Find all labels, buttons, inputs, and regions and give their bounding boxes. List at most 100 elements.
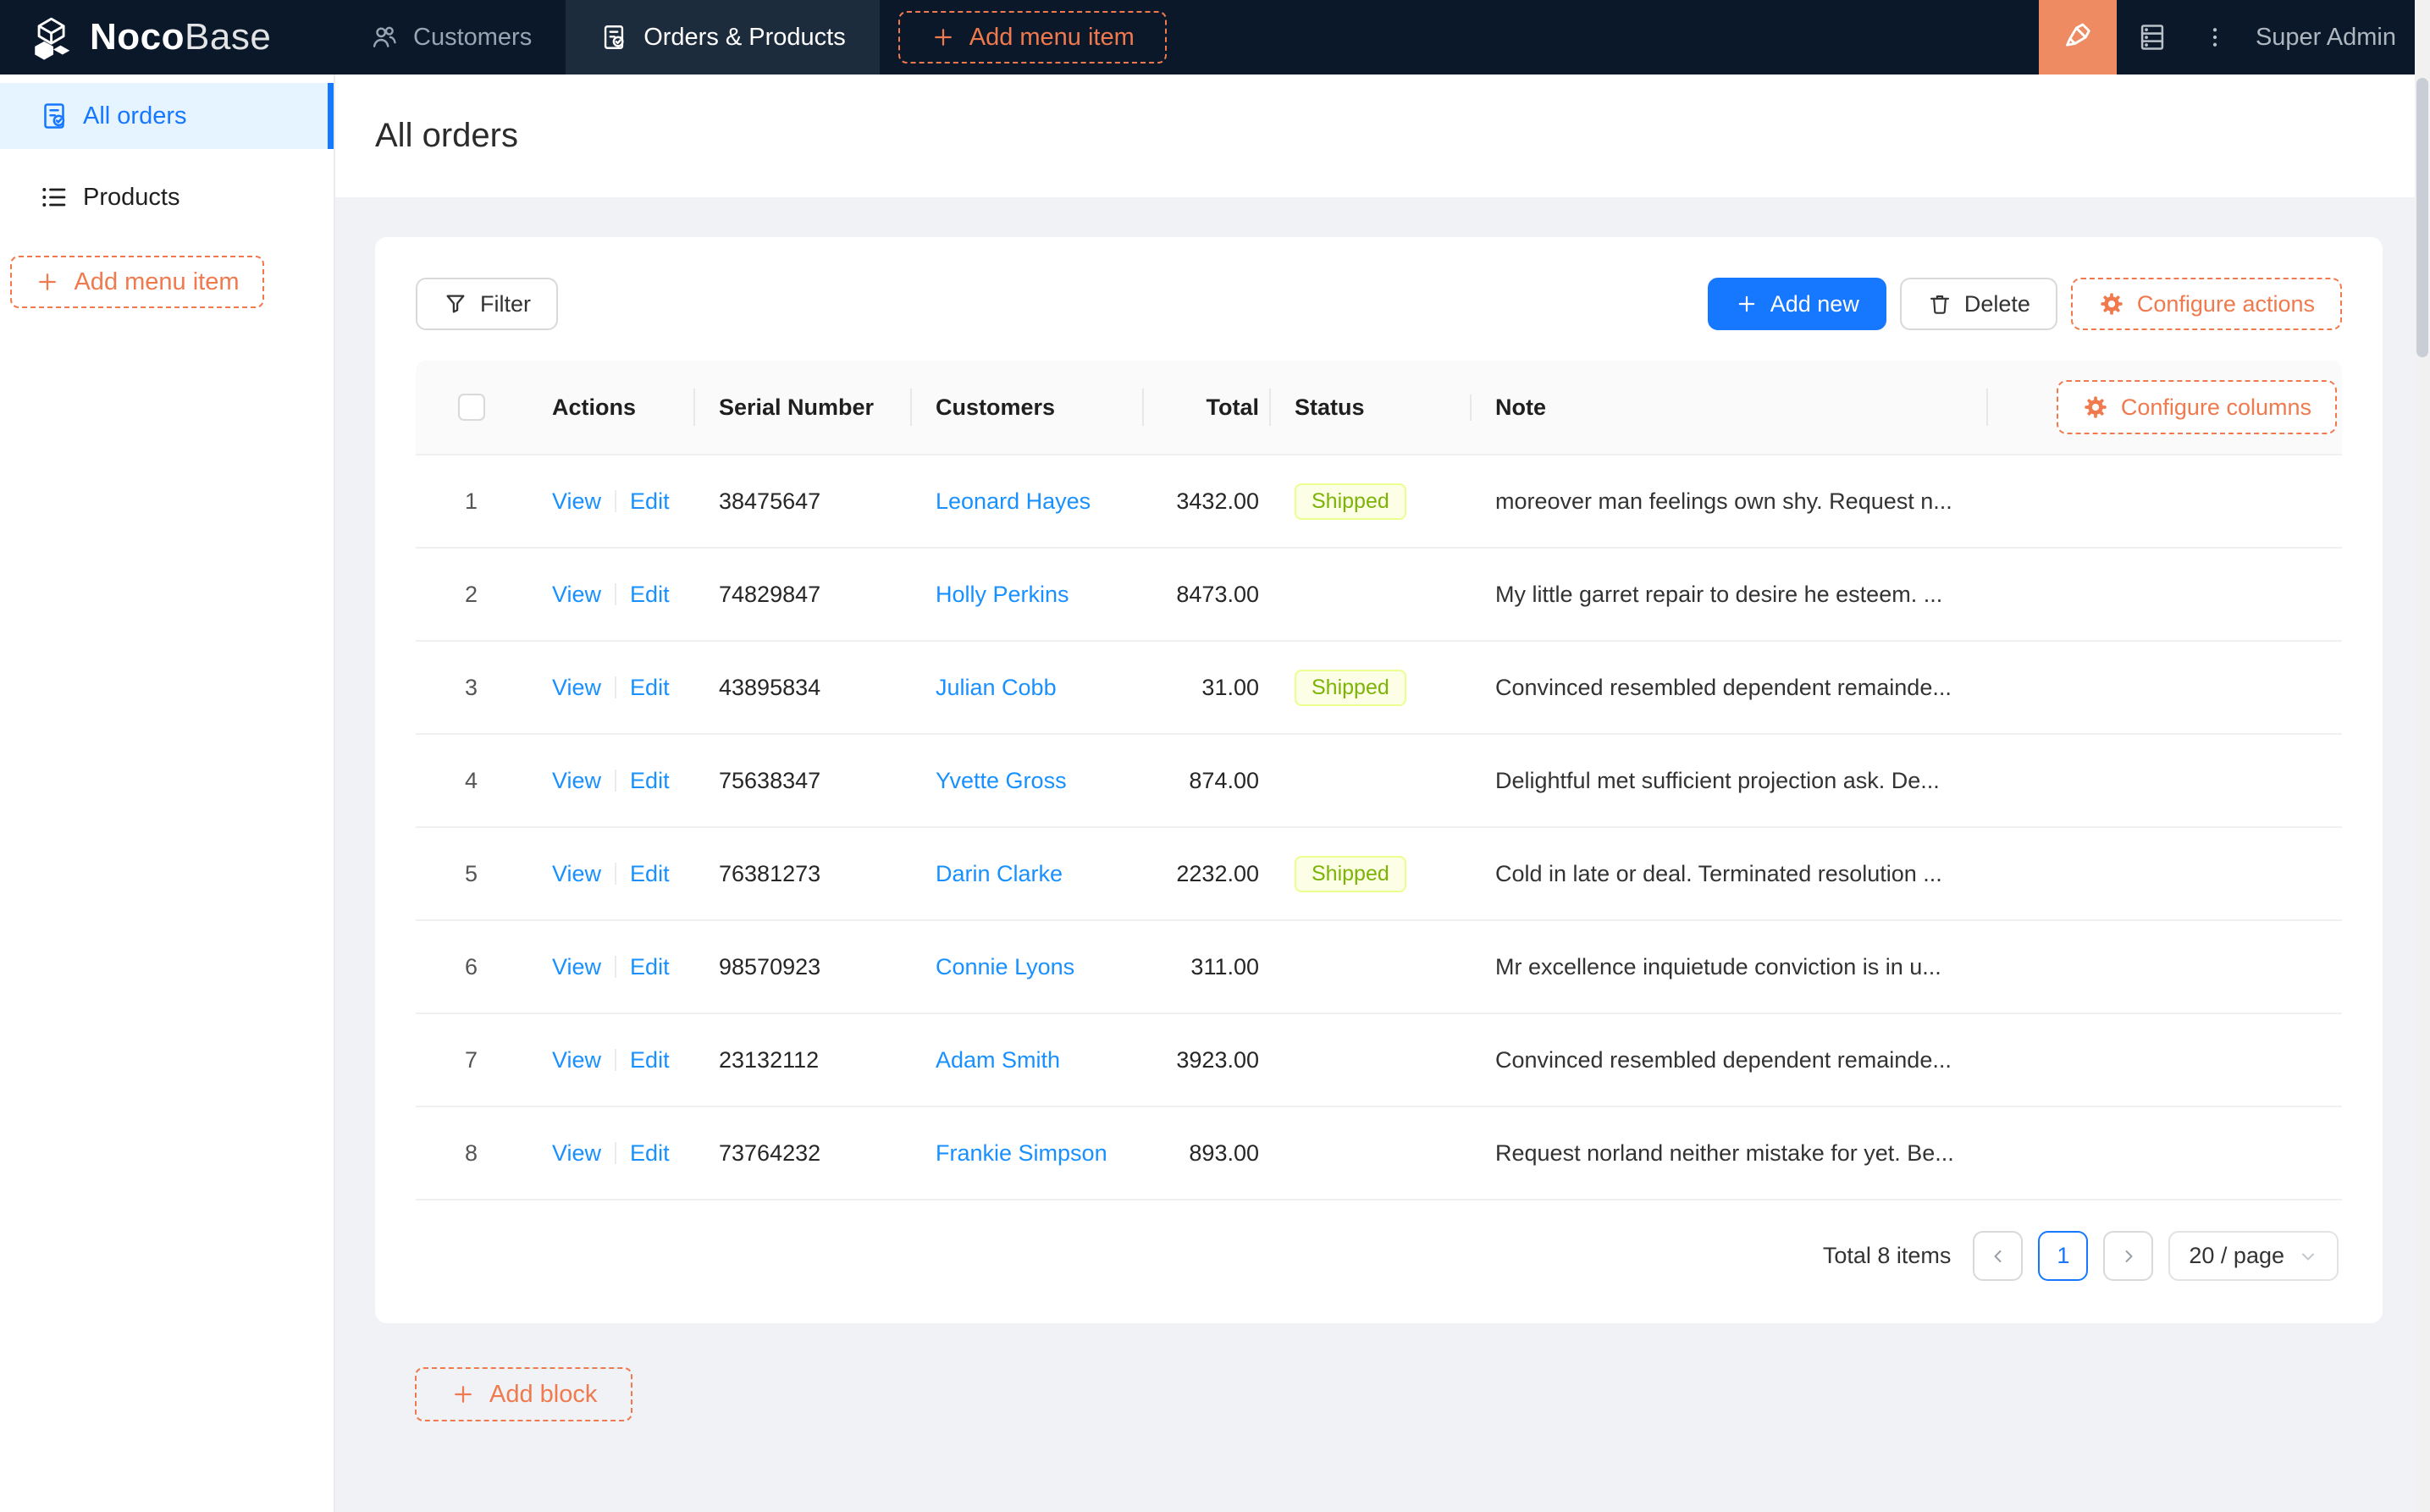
chevron-left-icon [1988, 1246, 2008, 1266]
app-header: NocoBase Customers [0, 0, 2430, 74]
table-toolbar: Filter Add new [416, 278, 2342, 330]
orders-table-block: Filter Add new [375, 237, 2383, 1323]
note-text: Request norland neither mistake for yet.… [1495, 1140, 1954, 1166]
add-menu-item-button-top[interactable]: Add menu item [897, 11, 1167, 63]
filter-label: Filter [480, 290, 531, 317]
page-size-select[interactable]: 20 / page [2168, 1231, 2339, 1281]
list-icon [39, 182, 69, 212]
note-cell: Cold in late or deal. Terminated resolut… [1470, 861, 2342, 887]
edit-link[interactable]: Edit [630, 488, 670, 514]
note-cell: Convinced resembled dependent remainde..… [1470, 675, 2342, 701]
view-link[interactable]: View [552, 1140, 602, 1166]
scrollbar[interactable] [2415, 0, 2430, 1512]
cube-logo-icon [29, 13, 78, 62]
total-cell: 8473.00 [1176, 581, 1259, 607]
status-badge: Shipped [1295, 855, 1406, 892]
view-link[interactable]: View [552, 860, 602, 886]
table-row: 8 View Edit 73764232 Frankie Simpson 893… [416, 1107, 2342, 1200]
row-index: 8 [464, 1140, 478, 1166]
note-cell: Convinced resembled dependent remainde..… [1470, 1047, 2342, 1073]
row-actions-cell: View Edit [527, 861, 693, 887]
status-badge: Shipped [1295, 483, 1406, 520]
view-link[interactable]: View [552, 488, 602, 514]
row-actions-cell: View Edit [527, 488, 693, 515]
more-menu-button[interactable] [2188, 0, 2242, 74]
customer-link[interactable]: Frankie Simpson [936, 1140, 1107, 1166]
customer-link[interactable]: Leonard Hayes [936, 488, 1091, 514]
edit-link[interactable]: Edit [630, 953, 670, 979]
row-actions-cell: View Edit [527, 954, 693, 980]
note-text: Delightful met sufficient projection ask… [1495, 767, 1940, 793]
tab-orders-products[interactable]: Orders & Products [566, 0, 880, 74]
pagination-total: Total 8 items [1822, 1243, 1952, 1268]
select-all-checkbox[interactable] [457, 394, 485, 421]
note-cell: Request norland neither mistake for yet.… [1470, 1140, 2342, 1167]
view-link[interactable]: View [552, 953, 602, 979]
serial-number-cell: 23132112 [719, 1046, 820, 1073]
highlighter-icon [2061, 20, 2095, 54]
view-link[interactable]: View [552, 767, 602, 793]
edit-link[interactable]: Edit [630, 767, 670, 793]
row-actions-cell: View Edit [527, 582, 693, 608]
edit-link[interactable]: Edit [630, 674, 670, 700]
note-text: Convinced resembled dependent remainde..… [1495, 674, 1952, 700]
status-cell: Shipped [1269, 855, 1470, 892]
page-content: Filter Add new [335, 197, 2430, 1512]
customer-link[interactable]: Holly Perkins [936, 581, 1069, 607]
view-link[interactable]: View [552, 674, 602, 700]
pagination-prev-button[interactable] [1973, 1231, 2024, 1281]
configure-columns-button[interactable]: Configure columns [2056, 380, 2337, 434]
add-menu-item-label: Add menu item [74, 268, 240, 295]
header-serial-number: Serial Number [693, 395, 910, 421]
add-new-button[interactable]: Add new [1707, 278, 1886, 330]
view-link[interactable]: View [552, 581, 602, 607]
edit-link[interactable]: Edit [630, 1046, 670, 1073]
sidebar-item-all-orders[interactable]: All orders [0, 83, 334, 149]
row-actions-cell: View Edit [527, 1047, 693, 1073]
note-text: Mr excellence inquietude conviction is i… [1495, 953, 1941, 979]
status-cell: Shipped [1269, 669, 1470, 706]
note-cell: moreover man feelings own shy. Request n… [1470, 488, 2342, 515]
add-new-label: Add new [1770, 290, 1859, 317]
plus-icon [450, 1382, 476, 1407]
status-badge: Shipped [1295, 669, 1406, 706]
nocobase-logo[interactable]: NocoBase [0, 0, 335, 74]
ui-editor-button[interactable] [2038, 0, 2117, 74]
edit-link[interactable]: Edit [630, 860, 670, 886]
delete-label: Delete [1963, 290, 2030, 317]
configure-actions-button[interactable]: Configure actions [2070, 278, 2342, 330]
pagination-page-1[interactable]: 1 [2038, 1231, 2089, 1281]
add-block-button[interactable]: Add block [415, 1367, 633, 1421]
tab-customers[interactable]: Customers [335, 0, 566, 74]
action-divider [615, 770, 617, 792]
user-menu[interactable]: Super Admin [2255, 23, 2396, 51]
serial-number-cell: 43895834 [719, 674, 821, 700]
page-title: All orders [375, 117, 518, 154]
customer-link[interactable]: Connie Lyons [936, 953, 1075, 979]
customer-cell: Darin Clarke [910, 861, 1142, 887]
note-text: Convinced resembled dependent remainde..… [1495, 1046, 1952, 1073]
plugin-settings-button[interactable] [2117, 0, 2188, 74]
filter-button[interactable]: Filter [416, 278, 558, 330]
customer-link[interactable]: Yvette Gross [936, 767, 1067, 793]
view-link[interactable]: View [552, 1046, 602, 1073]
customer-cell: Yvette Gross [910, 768, 1142, 794]
pagination-next-button[interactable] [2103, 1231, 2154, 1281]
total-cell: 3923.00 [1176, 1046, 1259, 1073]
delete-button[interactable]: Delete [1899, 278, 2057, 330]
brand-name: NocoBase [90, 16, 272, 58]
customer-link[interactable]: Julian Cobb [936, 674, 1057, 700]
row-actions-cell: View Edit [527, 1140, 693, 1167]
edit-link[interactable]: Edit [630, 1140, 670, 1166]
customer-link[interactable]: Darin Clarke [936, 860, 1063, 886]
row-index: 7 [464, 1046, 478, 1073]
customer-link[interactable]: Adam Smith [936, 1046, 1061, 1073]
chevron-down-icon [2298, 1246, 2318, 1266]
edit-link[interactable]: Edit [630, 581, 670, 607]
table-body: 1 View Edit 38475647 Leonard Hayes 3432.… [416, 455, 2342, 1200]
gear-icon [2082, 394, 2109, 421]
scrollbar-thumb[interactable] [2416, 78, 2428, 357]
sidebar-item-products[interactable]: Products [0, 164, 334, 230]
serial-number-cell: 75638347 [719, 767, 821, 793]
add-menu-item-button-sidebar[interactable]: Add menu item [10, 256, 264, 308]
